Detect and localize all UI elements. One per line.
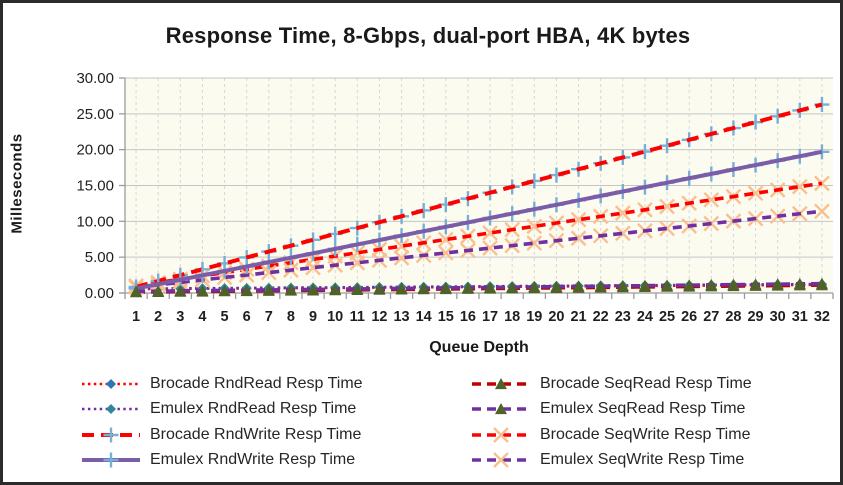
y-tick-labels: 0.00 5.00 10.00 15.00 20.00 25.00 30.00: [76, 70, 114, 302]
legend-sample-emulex-rndwrite: [82, 452, 140, 468]
svg-text:17: 17: [482, 309, 498, 325]
legend-label: Brocade RndWrite Resp Time: [150, 425, 362, 443]
legend-item-brocade-seqwrite: Brocade SeqWrite Resp Time: [469, 426, 821, 444]
svg-text:26: 26: [681, 309, 697, 325]
legend-item-brocade-rndwrite: Brocade RndWrite Resp Time: [79, 426, 469, 444]
legend-sample-emulex-seqwrite: [472, 452, 530, 469]
svg-text:15: 15: [438, 309, 454, 325]
svg-text:25: 25: [659, 309, 675, 325]
legend-label: Emulex SeqRead Resp Time: [540, 400, 746, 418]
legend-sample-emulex-seqread: [472, 403, 530, 415]
svg-text:8: 8: [287, 309, 295, 325]
svg-text:0.00: 0.00: [85, 285, 114, 302]
legend-label: Emulex RndRead Resp Time: [150, 400, 357, 418]
svg-text:6: 6: [243, 309, 251, 325]
series-emulex-seqwrite: [128, 203, 830, 296]
x-tick-marks: [124, 293, 834, 299]
svg-text:1: 1: [132, 309, 140, 325]
legend-sample-brocade-rndwrite: [82, 427, 140, 443]
svg-text:22: 22: [593, 309, 609, 325]
series-emulex-seqread: [130, 277, 828, 297]
svg-text:13: 13: [393, 309, 409, 325]
x-axis-label: Queue Depth: [429, 339, 529, 356]
svg-text:31: 31: [792, 309, 808, 325]
svg-text:3: 3: [176, 309, 184, 325]
series-markers-emulex-seqread: [130, 277, 828, 297]
legend-item-emulex-rndread: Emulex RndRead Resp Time: [79, 400, 469, 418]
svg-text:30.00: 30.00: [76, 70, 114, 87]
svg-text:10: 10: [327, 309, 343, 325]
legend-label: Brocade RndRead Resp Time: [150, 374, 363, 392]
svg-text:5.00: 5.00: [85, 249, 114, 266]
legend: Brocade RndRead Resp Time Brocade SeqRea…: [79, 371, 821, 473]
svg-text:5: 5: [221, 309, 229, 325]
legend-sample-brocade-seqread: [472, 377, 530, 389]
legend-item-brocade-seqread: Brocade SeqRead Resp Time: [469, 375, 821, 393]
svg-text:14: 14: [416, 309, 432, 325]
legend-sample-emulex-rndread: [82, 404, 140, 415]
chart-title: Response Time, 8-Gbps, dual-port HBA, 4K…: [165, 23, 691, 48]
svg-text:27: 27: [703, 309, 719, 325]
svg-text:4: 4: [198, 309, 206, 325]
svg-text:11: 11: [350, 309, 365, 325]
svg-text:20: 20: [548, 309, 564, 325]
series-emulex-rndwrite: [128, 144, 830, 297]
legend-label: Emulex RndWrite Resp Time: [150, 451, 356, 469]
svg-text:19: 19: [526, 309, 542, 325]
legend-item-brocade-rndread: Brocade RndRead Resp Time: [79, 375, 469, 393]
legend-label: Emulex SeqWrite Resp Time: [540, 451, 745, 469]
legend-item-emulex-rndwrite: Emulex RndWrite Resp Time: [79, 451, 469, 469]
svg-text:20.00: 20.00: [76, 142, 114, 159]
svg-text:16: 16: [460, 309, 476, 325]
svg-text:30: 30: [770, 309, 786, 325]
legend-item-emulex-seqwrite: Emulex SeqWrite Resp Time: [469, 451, 821, 469]
x-tick-labels: 1 2 3 4 5 6 7 8 9 10 11 12 13 14 15 16 17 18 19 20 21 22 23 24 2…: [132, 309, 830, 325]
svg-text:2: 2: [154, 309, 162, 325]
svg-text:21: 21: [570, 309, 586, 325]
svg-text:32: 32: [814, 309, 830, 325]
svg-text:29: 29: [747, 309, 763, 325]
legend-label: Brocade SeqWrite Resp Time: [540, 425, 751, 443]
svg-text:18: 18: [504, 309, 520, 325]
svg-text:10.00: 10.00: [76, 213, 114, 230]
svg-text:12: 12: [371, 309, 387, 325]
svg-text:9: 9: [309, 309, 317, 325]
svg-text:24: 24: [637, 309, 653, 325]
legend-sample-brocade-rndread: [82, 378, 140, 389]
legend-sample-brocade-seqwrite: [472, 426, 530, 443]
svg-text:7: 7: [265, 309, 273, 325]
svg-text:15.00: 15.00: [76, 178, 114, 195]
legend-label: Brocade SeqRead Resp Time: [540, 374, 752, 392]
svg-text:28: 28: [725, 309, 741, 325]
svg-text:23: 23: [615, 309, 631, 325]
legend-item-emulex-seqread: Emulex SeqRead Resp Time: [469, 400, 821, 418]
svg-text:25.00: 25.00: [76, 106, 114, 123]
